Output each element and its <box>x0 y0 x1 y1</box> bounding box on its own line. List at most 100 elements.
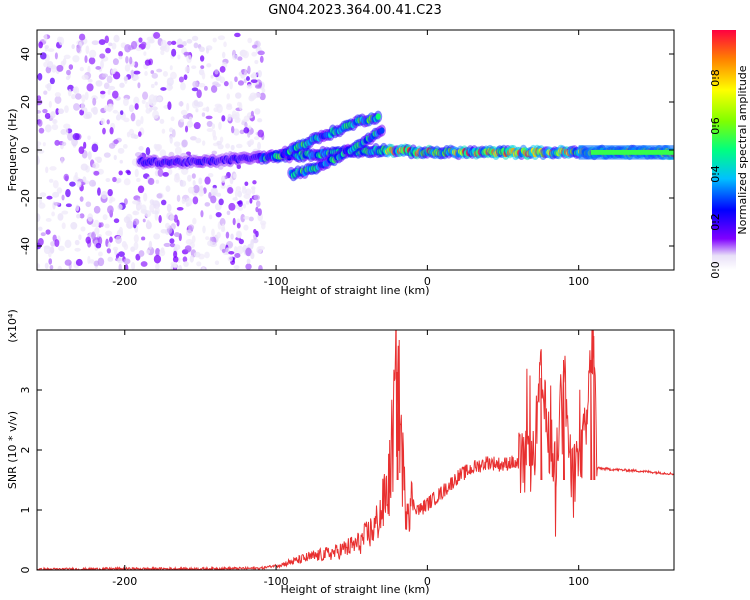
noise-speckle <box>136 204 143 209</box>
noise-speckle <box>248 216 254 222</box>
noise-speckle <box>57 108 65 115</box>
noise-speckle <box>113 154 117 161</box>
noise-speckle <box>88 179 97 187</box>
noise-speckle <box>219 65 226 73</box>
noise-speckle <box>75 258 83 267</box>
spectrogram-y-label: Frequency (Hz) <box>6 109 19 192</box>
noise-speckle <box>98 251 103 257</box>
noise-speckle <box>45 229 51 235</box>
noise-speckle <box>130 40 138 50</box>
figure-title: GN04.2023.364.00.41.C23 <box>268 3 442 18</box>
noise-speckle <box>109 126 114 135</box>
noise-speckle <box>81 94 86 103</box>
noise-speckle <box>148 94 156 103</box>
noise-speckle <box>178 76 184 83</box>
noise-speckle <box>183 51 191 56</box>
noise-speckle <box>182 41 187 47</box>
noise-speckle <box>64 239 72 249</box>
noise-speckle <box>191 173 196 179</box>
noise-speckle <box>231 110 237 118</box>
x-tick-label: -200 <box>112 275 137 288</box>
noise-speckle <box>173 141 181 147</box>
noise-speckle <box>233 246 238 254</box>
noise-speckle <box>37 263 41 269</box>
noise-speckle <box>259 55 264 63</box>
noise-speckle <box>118 55 123 60</box>
noise-speckle <box>185 229 193 236</box>
noise-speckle <box>63 123 71 129</box>
noise-speckle <box>182 256 188 263</box>
noise-speckle <box>226 210 231 216</box>
noise-speckle <box>210 85 218 93</box>
noise-speckle <box>75 93 82 100</box>
noise-speckle <box>257 208 262 216</box>
noise-speckle <box>92 97 97 106</box>
noise-speckle <box>173 232 181 238</box>
noise-speckle <box>162 71 168 77</box>
noise-speckle <box>97 187 101 196</box>
noise-speckle <box>257 118 263 123</box>
noise-speckle <box>225 231 230 239</box>
y-tick-label: 0 <box>19 567 32 574</box>
noise-speckle <box>97 236 103 246</box>
noise-speckle <box>212 37 217 43</box>
snr-panel: -200 -100 0 100 0 1 2 3 Height of straight lin… <box>6 309 675 596</box>
noise-speckle <box>200 210 204 218</box>
noise-speckle <box>233 128 240 136</box>
noise-speckle <box>42 108 48 114</box>
x-tick-label: 100 <box>568 275 589 288</box>
noise-speckle <box>261 88 266 93</box>
noise-speckle <box>192 217 197 225</box>
noise-speckle <box>196 261 202 267</box>
noise-speckle <box>234 189 238 199</box>
noise-speckle <box>107 89 111 95</box>
noise-speckle <box>123 198 128 205</box>
noise-speckle <box>92 164 96 168</box>
noise-speckle <box>94 156 102 161</box>
noise-speckle <box>180 82 186 91</box>
noise-speckle <box>173 214 178 223</box>
tail-band-core <box>590 150 674 155</box>
noise-speckle <box>64 259 72 266</box>
snr-frame <box>36 329 675 571</box>
noise-speckle <box>246 258 251 265</box>
noise-speckle <box>148 240 153 250</box>
noise-speckle <box>103 152 111 158</box>
colorbar-tick-label: 0.0 <box>709 261 722 279</box>
noise-speckle <box>204 251 210 259</box>
noise-speckle <box>91 40 99 46</box>
noise-speckle <box>52 118 58 125</box>
noise-speckle <box>105 230 113 236</box>
noise-speckle <box>188 224 195 231</box>
noise-speckle <box>221 248 226 253</box>
noise-speckle <box>181 139 188 148</box>
noise-speckle <box>80 163 88 171</box>
noise-speckle <box>158 215 162 224</box>
noise-speckle <box>130 69 134 78</box>
noise-speckle <box>144 70 148 77</box>
noise-speckle <box>100 190 108 200</box>
noise-speckle <box>180 109 188 116</box>
noise-speckle <box>210 187 218 196</box>
colorbar-ticks: 0.0 0.2 0.4 0.6 0.8 <box>709 69 722 279</box>
y-tick-label: 3 <box>19 387 32 394</box>
noise-speckle <box>215 212 222 218</box>
noise-speckle <box>46 195 53 200</box>
noise-speckle <box>118 226 123 236</box>
noise-speckle <box>211 123 216 130</box>
noise-speckle <box>235 143 243 149</box>
noise-speckle <box>141 99 146 105</box>
noise-speckle <box>113 218 120 224</box>
noise-speckle <box>247 37 253 44</box>
noise-speckle <box>65 75 70 81</box>
noise-speckle <box>129 56 133 65</box>
noise-speckle <box>229 80 233 90</box>
noise-speckle <box>85 45 90 55</box>
noise-speckle <box>74 239 80 246</box>
noise-speckle <box>225 143 231 149</box>
noise-speckle <box>54 239 60 248</box>
noise-speckle <box>132 200 139 205</box>
noise-speckle <box>122 144 128 149</box>
noise-speckle <box>93 170 100 176</box>
x-tick-label: 100 <box>568 575 589 588</box>
